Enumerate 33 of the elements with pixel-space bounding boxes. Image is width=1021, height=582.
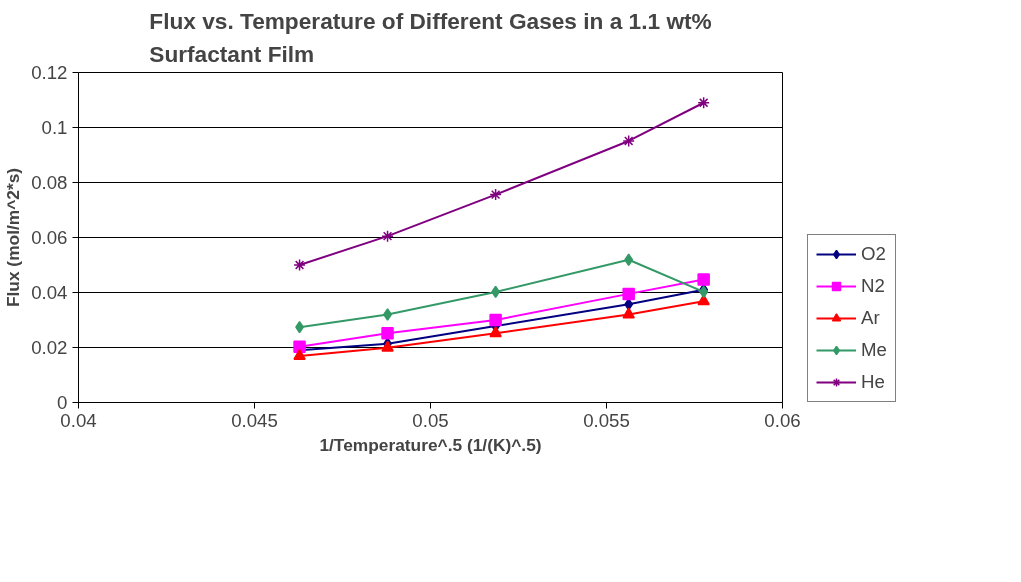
y-tick-label: 0.12 [31,62,68,83]
legend-label: Me [861,339,887,361]
chart-title: Flux vs. Temperature of Different Gases in a 1.1 wt% Surfactant Film [149,7,712,68]
point [489,188,502,201]
point [622,287,635,301]
y-tick-label: 0.1 [41,117,68,138]
point [489,326,502,338]
point [381,229,394,243]
y-tick-label: 0.08 [31,172,68,193]
y-axis-title: Flux (mol/m^2*s) [3,167,24,308]
point [697,96,710,109]
x-axis-title: 1/Temperature^.5 (1/(K)^.5) [319,434,542,455]
point [381,326,394,340]
x-tick-label: 0.06 [764,409,801,431]
legend-label: N2 [861,275,885,297]
x-tick-label: 0.05 [412,409,449,431]
point [622,307,635,319]
y-tick-label: 0.04 [31,282,68,303]
point [293,258,306,272]
legend-label: He [861,371,885,393]
y-tick-label: 0.02 [31,337,68,358]
x-tick-label: 0.045 [231,409,278,431]
point [491,285,501,299]
point [293,340,306,353]
point [697,273,710,286]
legend-label: Ar [861,307,881,329]
point [622,134,635,148]
point [489,313,502,327]
legend-label: O2 [861,243,886,265]
y-tick-label: 0.06 [31,227,68,248]
point [293,348,306,360]
point [624,253,634,267]
x-tick-label: 0.055 [583,409,630,431]
